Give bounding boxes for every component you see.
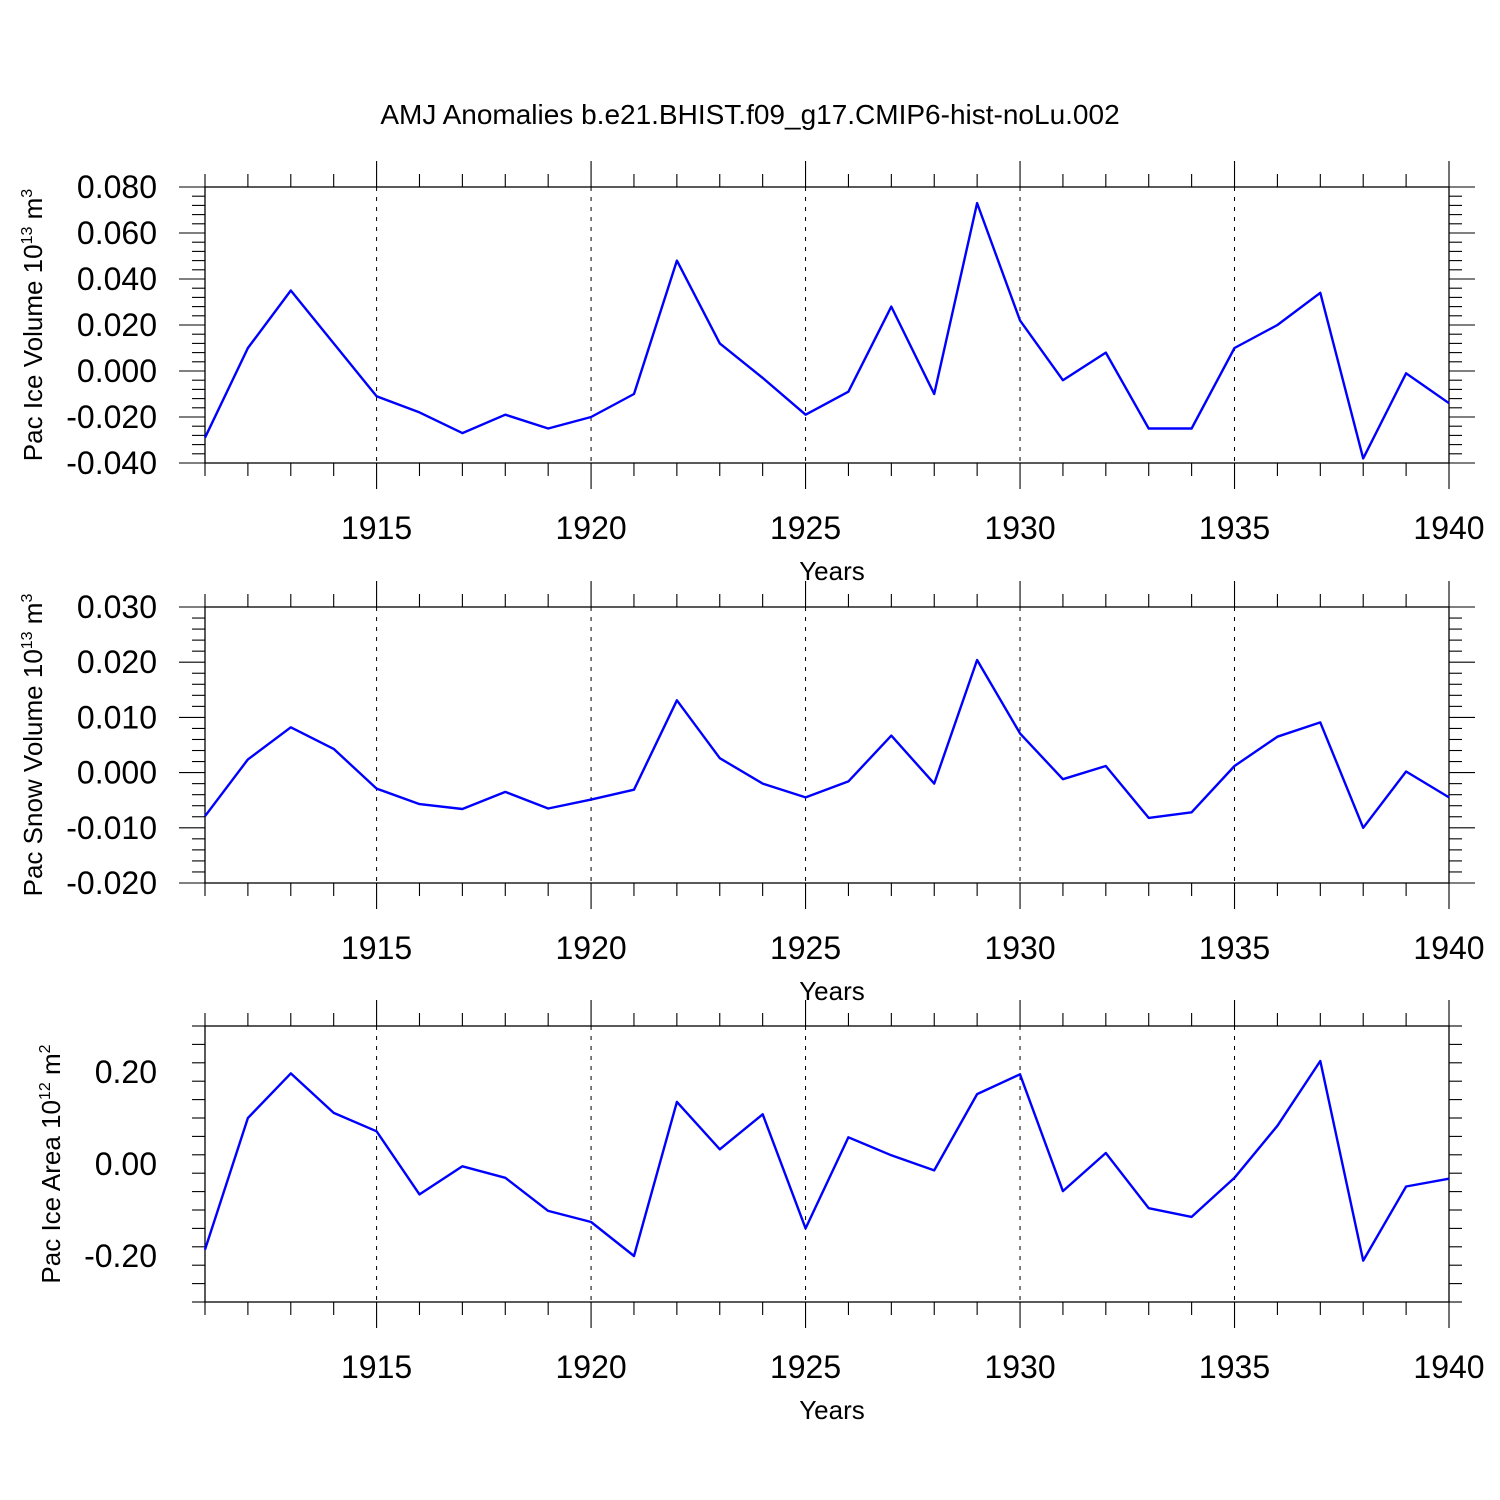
x-tick-label: 1915 <box>341 510 412 546</box>
x-tick-label: 1940 <box>1413 1349 1484 1385</box>
x-axis-title: Years <box>799 976 865 1006</box>
y-tick-label: 0.080 <box>77 169 157 205</box>
y-tick-label: -0.20 <box>84 1238 157 1274</box>
x-tick-label: 1925 <box>770 1349 841 1385</box>
panels-group: -0.040 -0.020 0.000 0.020 0.040 0.060 0.080 191… <box>18 161 1485 1425</box>
panel-2: -0.020 -0.010 0.000 0.010 0.020 0.030 1915 1920… <box>18 581 1485 1006</box>
x-tick-label: 1930 <box>984 1349 1055 1385</box>
y-tick-label: 0.030 <box>77 589 157 625</box>
series-line <box>204 658 1450 829</box>
y-tick-label: 0.020 <box>77 307 157 343</box>
y-tick-label: -0.040 <box>66 445 157 481</box>
x-tick-label: 1925 <box>770 930 841 966</box>
chart-title: AMJ Anomalies b.e21.BHIST.f09_g17.CMIP6-… <box>380 99 1119 130</box>
x-axis-title: Years <box>799 1395 865 1425</box>
plot-frame <box>204 606 1450 884</box>
series-line <box>203 1059 1450 1262</box>
x-tick-label: 1940 <box>1413 930 1484 966</box>
y-tick-label: 0.010 <box>77 699 157 735</box>
y-tick-label: 0.040 <box>77 261 157 297</box>
series-line <box>203 201 1450 460</box>
y-tick-label: 0.000 <box>77 755 157 791</box>
plot-frame <box>204 1025 1450 1303</box>
y-axis-title: Pac Ice Area 1012 m2 <box>36 1044 66 1283</box>
y-tick-label: -0.020 <box>66 865 157 901</box>
y-tick-label: -0.010 <box>66 810 157 846</box>
x-tick-label: 1920 <box>555 510 626 546</box>
y-tick-label: -0.020 <box>66 399 157 435</box>
x-tick-label: 1920 <box>555 1349 626 1385</box>
x-tick-label: 1925 <box>770 510 841 546</box>
x-tick-label: 1935 <box>1199 930 1270 966</box>
x-tick-label: 1930 <box>984 930 1055 966</box>
y-axis-title: Pac Snow Volume 1013 m3 <box>18 594 48 897</box>
y-tick-label: 0.020 <box>77 644 157 680</box>
y-tick-label: 0.060 <box>77 215 157 251</box>
x-axis-title: Years <box>799 556 865 586</box>
x-tick-label: 1935 <box>1199 1349 1270 1385</box>
panel-3: -0.20 0.00 0.20 1915 1920 1925 1930 1935 1940 Yea… <box>36 1000 1485 1425</box>
y-axis-title: Pac Ice Volume 1013 m3 <box>18 189 48 462</box>
x-tick-label: 1920 <box>555 930 626 966</box>
y-tick-label: 0.00 <box>95 1146 157 1182</box>
x-tick-label: 1930 <box>984 510 1055 546</box>
plot-frame <box>204 186 1450 464</box>
y-tick-label: 0.20 <box>95 1054 157 1090</box>
x-tick-label: 1915 <box>341 930 412 966</box>
x-tick-label: 1915 <box>341 1349 412 1385</box>
x-tick-label: 1935 <box>1199 510 1270 546</box>
x-tick-label: 1940 <box>1413 510 1484 546</box>
panel-1: -0.040 -0.020 0.000 0.020 0.040 0.060 0.080 191… <box>18 161 1485 586</box>
y-tick-label: 0.000 <box>77 353 157 389</box>
